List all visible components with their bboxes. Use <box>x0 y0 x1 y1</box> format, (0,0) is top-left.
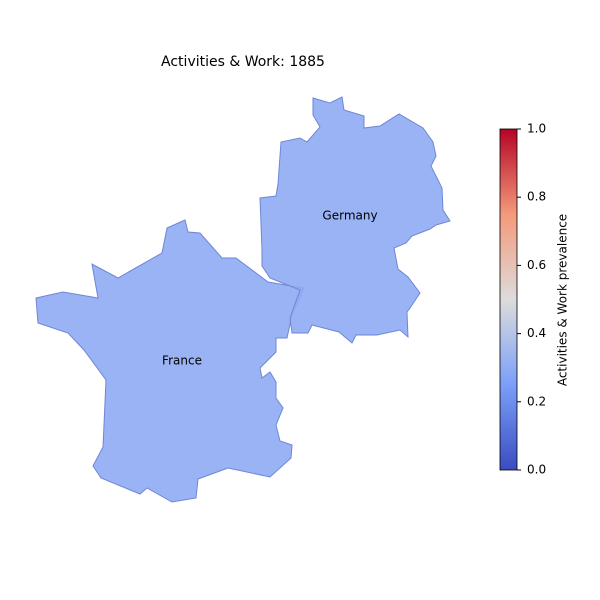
map-title: Activities & Work: 1885 <box>161 54 325 70</box>
colorbar-tick-label: 0.0 <box>527 463 546 477</box>
region-label: France <box>162 354 202 368</box>
colorbar-tick-label: 0.8 <box>527 190 546 204</box>
colorbar-tick-label: 0.2 <box>527 394 546 408</box>
region-label: Germany <box>322 209 377 223</box>
region <box>35 219 305 503</box>
colorbar <box>499 128 518 471</box>
colorbar-tick-label: 0.6 <box>527 258 546 272</box>
region <box>259 96 451 344</box>
colorbar-tick-label: 0.4 <box>527 326 546 340</box>
colorbar-label: Activities & Work prevalence <box>556 214 570 386</box>
colorbar-tick-label: 1.0 <box>527 122 546 136</box>
